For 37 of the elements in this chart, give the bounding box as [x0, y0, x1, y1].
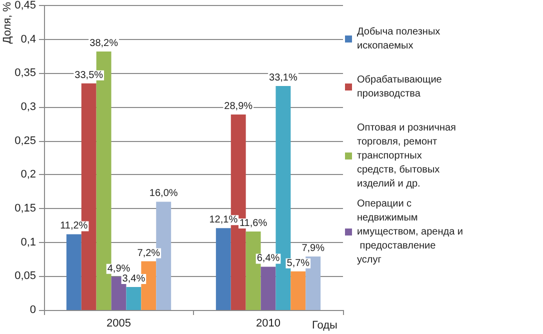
y-tick-label: 0	[30, 304, 36, 316]
data-label: 11,6%	[239, 218, 268, 230]
y-tick-label: 0,35	[14, 67, 36, 80]
data-label: 4,9%	[107, 263, 130, 274]
y-tick-label: 0,4	[20, 33, 36, 46]
data-label: 6,4%	[256, 253, 280, 264]
bar	[126, 286, 142, 310]
y-tick-label: 0,05	[14, 270, 36, 282]
x-tick-label: 2005	[106, 318, 131, 330]
x-tick-label: 2010	[256, 318, 280, 330]
bar	[260, 266, 276, 310]
data-label: 12,1%	[209, 214, 238, 226]
data-label: 5,7%	[286, 258, 310, 269]
data-label: 28,9%	[224, 100, 253, 112]
x-axis-title: Годы	[312, 320, 338, 332]
data-label: 33,5%	[74, 70, 104, 81]
data-label: 7,9%	[302, 243, 325, 254]
data-label: 11,2%	[60, 220, 88, 232]
data-label: 3,4%	[122, 273, 146, 284]
y-axis-title: Доля, %	[2, 2, 14, 44]
data-label: 7,2%	[137, 248, 160, 259]
y-tick-label: 0,45	[14, 0, 36, 12]
data-label: 38,2%	[90, 38, 118, 50]
data-label: 16,0%	[149, 188, 178, 200]
y-tick-label: 0,3	[20, 101, 36, 113]
data-label: 33,1%	[269, 72, 298, 84]
legend-label: Обрабатывающие производства	[357, 74, 445, 100]
y-tick-label: 0,1	[20, 236, 36, 248]
y-tick-label: 0,25	[14, 134, 36, 147]
legend-label: Операции с недвижимым имуществом, аренда и предоставление услуг	[357, 198, 463, 266]
y-tick-label: 0,2	[20, 168, 36, 181]
legend-label: Оптовая и розничная торговля, ремонт транспортных средств, бытовых изделий и др.	[357, 122, 459, 190]
legend-label: Добыча полезных ископаемых	[357, 26, 443, 52]
bar	[66, 234, 82, 310]
bar	[216, 228, 231, 310]
bar	[290, 271, 306, 310]
y-tick-label: 0,15	[14, 202, 36, 214]
